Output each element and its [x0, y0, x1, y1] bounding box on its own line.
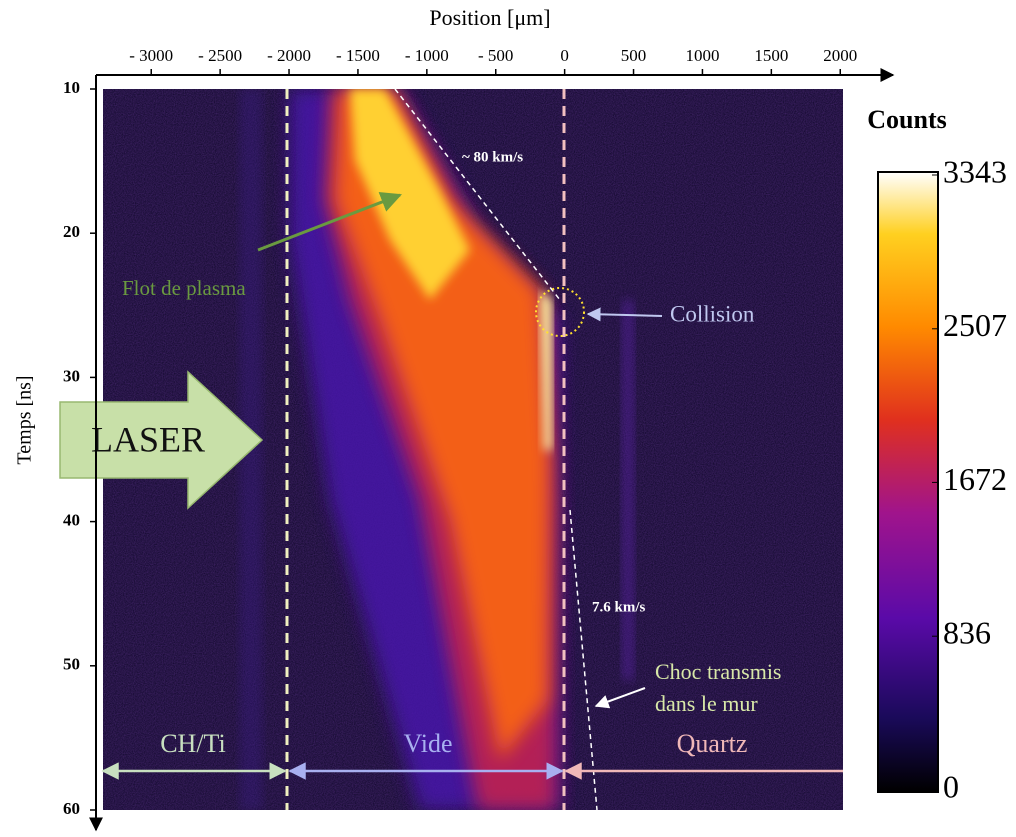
y-tick-label: 20	[63, 222, 80, 241]
colorbar	[877, 171, 939, 793]
x-tick-label: - 1000	[405, 46, 449, 65]
region-label: CH/Ti	[160, 729, 226, 758]
velocity-label: 7.6 km/s	[592, 599, 646, 615]
x-tick-label: - 1500	[336, 46, 380, 65]
laser-label: LASER	[91, 419, 205, 459]
heatmap-image	[103, 89, 843, 810]
colorbar-title: Counts	[867, 105, 946, 134]
y-axis-title: Temps [ns]	[14, 375, 36, 464]
x-axis-title: Position [μm]	[429, 5, 550, 30]
annotation-arrow	[257, 192, 402, 252]
velocity-label: ~ 80 km/s	[462, 149, 523, 165]
x-tick-label: 1500	[754, 46, 788, 65]
shock-label: Choc transmis	[655, 659, 782, 684]
x-tick-label: 500	[621, 46, 647, 65]
shock-label: dans le mur	[655, 691, 758, 716]
overlay: LASER ~ 80 km/s 7.6 km/s Flot de plasma …	[59, 88, 843, 811]
plasma-label: Flot de plasma	[122, 276, 246, 300]
colorbar-tick-label: 3343	[943, 153, 1007, 189]
x-tick-label: 0	[560, 46, 569, 65]
annotation-arrow	[594, 687, 646, 709]
y-tick-label: 10	[63, 78, 80, 97]
x-tick-label: - 2000	[267, 46, 311, 65]
y-tick-label: 30	[63, 366, 80, 385]
x-tick-label: - 500	[478, 46, 513, 65]
region-label: Quartz	[677, 729, 748, 758]
colorbar-tick-label: 836	[943, 615, 991, 651]
laser-arrow	[59, 370, 264, 510]
colorbar-tick-label: 1672	[943, 461, 1007, 497]
colorbar-tick-label: 0	[943, 768, 959, 804]
colorbar-tick-label: 2507	[943, 307, 1007, 343]
region-label: Vide	[404, 729, 453, 758]
y-tick-label: 50	[63, 655, 80, 674]
collision-circle	[535, 287, 585, 337]
x-tick-label: - 2500	[198, 46, 242, 65]
x-tick-label: - 3000	[129, 46, 173, 65]
x-tick-label: 1000	[685, 46, 719, 65]
y-tick-label: 60	[63, 799, 80, 818]
collision-label: Collision	[670, 301, 755, 326]
annotation-arrow	[586, 307, 663, 322]
x-tick-label: 2000	[823, 46, 857, 65]
y-tick-label: 40	[63, 511, 80, 530]
